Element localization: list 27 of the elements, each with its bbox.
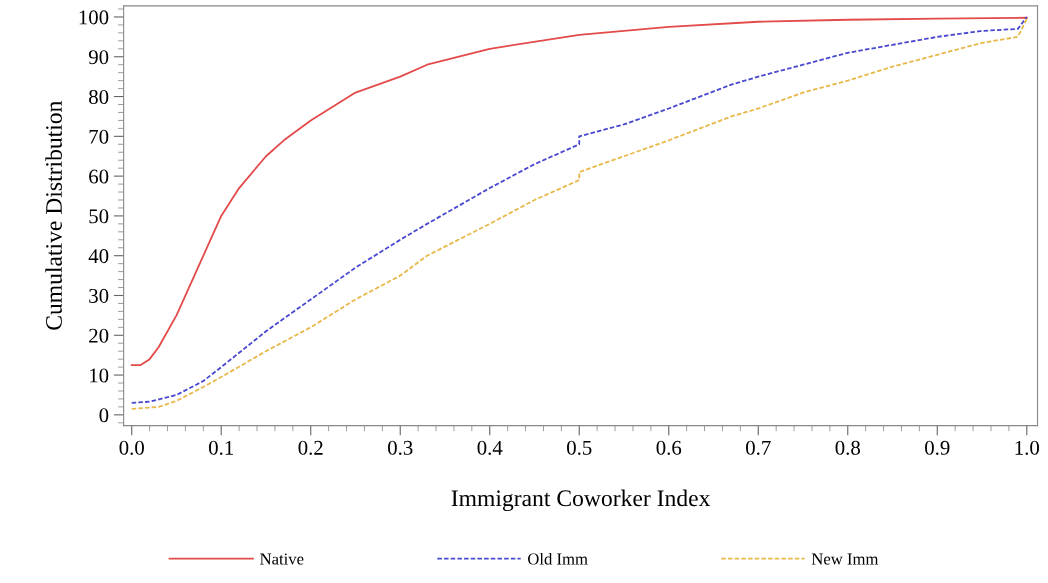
legend-label: Native <box>260 553 304 565</box>
x-tick-label: 0.1 <box>209 440 233 455</box>
y-tick-label: 100 <box>79 10 109 25</box>
y-tick-label: 0 <box>99 408 109 423</box>
y-tick-label: 20 <box>89 328 109 343</box>
x-tick-label: 0.8 <box>835 440 860 455</box>
y-tick-label: 40 <box>88 249 109 264</box>
y-tick-label: 30 <box>89 288 109 303</box>
y-tick-label: 70 <box>89 129 109 144</box>
x-tick-label: 1.0 <box>1015 440 1040 455</box>
y-tick-label: 90 <box>88 50 109 65</box>
x-tick-label: 0.6 <box>656 440 682 455</box>
x-tick-label: 0.0 <box>119 440 144 455</box>
y-tick-label: 60 <box>89 169 109 184</box>
x-tick-label: 0.2 <box>298 440 323 455</box>
legend-label: New Imm <box>811 553 879 565</box>
x-tick-label: 0.5 <box>567 440 592 455</box>
legend-label: Old Imm <box>528 552 588 565</box>
x-tick-label: 0.4 <box>477 440 503 455</box>
y-tick-label: 10 <box>90 368 109 383</box>
x-tick-label: 0.7 <box>746 440 771 455</box>
y-tick-label: 80 <box>89 89 109 104</box>
x-axis-title: Immigrant Coworker Index <box>451 489 711 512</box>
x-tick-label: 0.9 <box>925 440 950 455</box>
y-tick-label: 50 <box>89 209 109 224</box>
x-tick-label: 0.3 <box>388 440 413 455</box>
y-axis-title: Cumulative Distribution <box>45 100 62 330</box>
